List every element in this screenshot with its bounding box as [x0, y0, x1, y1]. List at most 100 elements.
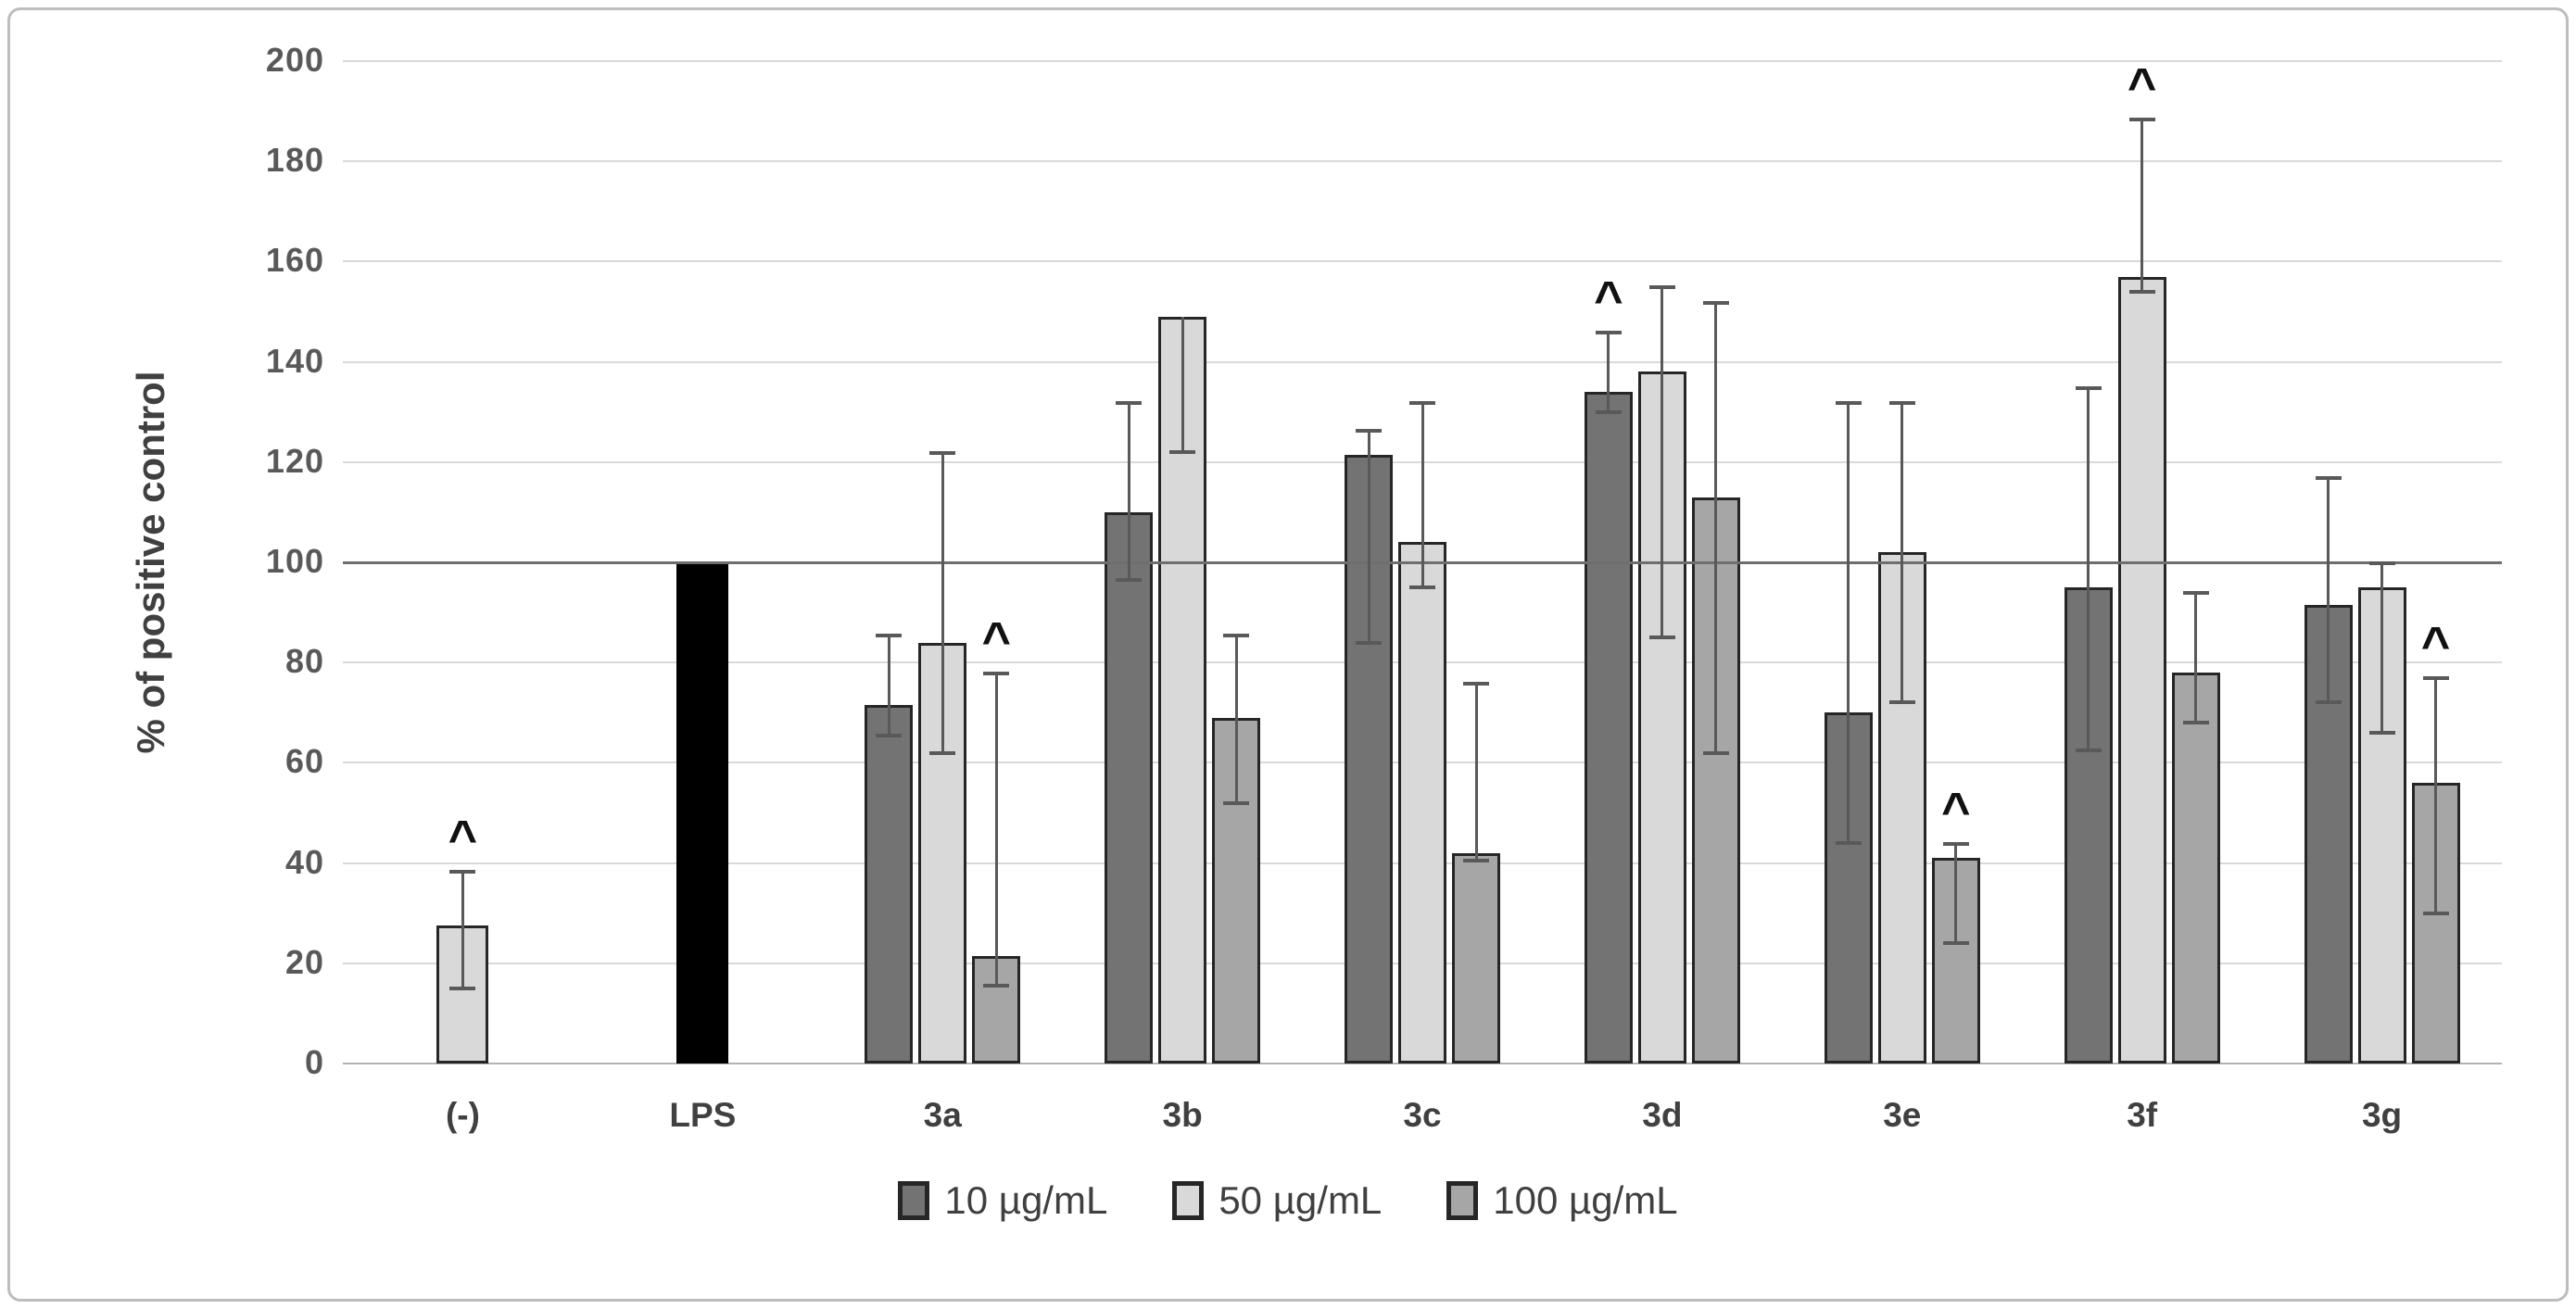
- legend-swatch-icon: [1446, 1181, 1479, 1220]
- bar-3a-10 µg/mL: [865, 705, 914, 1064]
- significance-caret-3a-100 µg/mL: ^: [981, 612, 1011, 669]
- error-bar-3f-10 µg/mL: [2087, 386, 2090, 750]
- legend-swatch-icon: [898, 1181, 930, 1220]
- bar-3f-50 µg/mL: [2117, 276, 2166, 1064]
- error-cap-bottom-(-)-negative-control: [449, 986, 476, 990]
- error-cap-bottom-3f-50 µg/mL: [2128, 289, 2155, 294]
- x-label-(-): (-): [445, 1096, 480, 1134]
- error-cap-top-3a-100 µg/mL: [983, 672, 1010, 676]
- error-cap-top-3d-10 µg/mL: [1595, 331, 1622, 335]
- error-cap-bottom-3c-100 µg/mL: [1463, 858, 1489, 862]
- error-bar-3b-50 µg/mL: [1181, 316, 1184, 452]
- error-cap-top-3g-50 µg/mL: [2368, 561, 2395, 565]
- error-cap-bottom-3d-100 µg/mL: [1702, 750, 1729, 755]
- bar-3c-100 µg/mL: [1452, 852, 1500, 1064]
- bar-3f-100 µg/mL: [2171, 673, 2220, 1064]
- legend-swatch-icon: [1172, 1181, 1205, 1220]
- bar-3d-100 µg/mL: [1691, 497, 1740, 1064]
- y-tick-label-140: 140: [265, 341, 324, 380]
- y-tick-label-80: 80: [284, 642, 324, 681]
- error-bar-3b-100 µg/mL: [1234, 635, 1238, 803]
- error-bar-3f-50 µg/mL: [2140, 119, 2144, 292]
- error-cap-bottom-3b-10 µg/mL: [1116, 577, 1143, 582]
- legend-label: 10 µg/mL: [944, 1178, 1108, 1222]
- y-tick-label-20: 20: [284, 942, 324, 981]
- y-tick-label-160: 160: [265, 241, 324, 280]
- error-cap-top-3d-100 µg/mL: [1702, 300, 1729, 305]
- error-bar-3g-100 µg/mL: [2434, 677, 2438, 913]
- error-bar-3b-10 µg/mL: [1127, 401, 1130, 580]
- gridline-0: [343, 1063, 2502, 1064]
- error-bar-3d-50 µg/mL: [1661, 286, 1664, 638]
- error-bar-3g-50 µg/mL: [2380, 562, 2384, 733]
- error-cap-top-3c-10 µg/mL: [1356, 428, 1382, 433]
- bar-3c-50 µg/mL: [1398, 542, 1446, 1064]
- error-bar-3e-10 µg/mL: [1847, 401, 1850, 843]
- error-bar-3a-100 µg/mL: [994, 673, 998, 987]
- error-cap-bottom-3c-10 µg/mL: [1356, 640, 1382, 645]
- legend-label: 50 µg/mL: [1219, 1178, 1383, 1222]
- error-cap-top-3f-50 µg/mL: [2128, 118, 2155, 122]
- error-cap-top-3e-50 µg/mL: [1888, 400, 1915, 405]
- y-tick-label-100: 100: [265, 542, 324, 580]
- error-cap-bottom-3a-10 µg/mL: [876, 733, 903, 737]
- error-cap-bottom-3g-100 µg/mL: [2422, 911, 2449, 915]
- error-bar-3c-10 µg/mL: [1367, 429, 1370, 643]
- error-cap-bottom-3e-50 µg/mL: [1888, 700, 1915, 705]
- error-cap-bottom-3e-100 µg/mL: [1942, 941, 1969, 946]
- legend: 10 µg/mL 50 µg/mL 100 µg/mL: [0, 1178, 2576, 1223]
- error-cap-top-3g-10 µg/mL: [2315, 476, 2342, 481]
- error-bar-3f-100 µg/mL: [2194, 592, 2198, 724]
- significance-caret-(-)-negative-control: ^: [448, 810, 478, 866]
- error-cap-top-3e-100 µg/mL: [1942, 841, 1969, 846]
- significance-caret-3f-50 µg/mL: ^: [2127, 58, 2157, 115]
- y-tick-label-60: 60: [284, 742, 324, 781]
- error-cap-top-3f-100 µg/mL: [2182, 591, 2209, 596]
- error-bar-3g-10 µg/mL: [2327, 477, 2330, 703]
- error-cap-bottom-3g-50 µg/mL: [2368, 730, 2395, 735]
- error-bar-3c-100 µg/mL: [1474, 682, 1478, 861]
- significance-caret-3d-10 µg/mL: ^: [1594, 271, 1623, 328]
- x-label-3b: 3b: [1162, 1096, 1203, 1134]
- y-tick-label-200: 200: [265, 41, 324, 79]
- gridline-180: [343, 160, 2502, 163]
- bar-LPS-LPS: [676, 562, 729, 1064]
- error-cap-top-3f-10 µg/mL: [2075, 385, 2102, 390]
- error-bar-3d-10 µg/mL: [1607, 332, 1610, 412]
- x-label-3d: 3d: [1642, 1096, 1683, 1134]
- legend-item-10 µg/mL: 10 µg/mL: [898, 1178, 1107, 1223]
- bar-3b-100 µg/mL: [1212, 717, 1261, 1064]
- error-cap-top-3a-50 µg/mL: [929, 450, 956, 455]
- error-cap-bottom-3d-50 µg/mL: [1648, 636, 1675, 640]
- error-cap-bottom-3a-100 µg/mL: [983, 984, 1010, 988]
- error-cap-bottom-3f-10 µg/mL: [2075, 748, 2102, 752]
- x-label-3c: 3c: [1403, 1096, 1442, 1134]
- error-cap-top-3c-100 µg/mL: [1463, 681, 1489, 686]
- bar-3d-10 µg/mL: [1584, 392, 1633, 1064]
- x-label-3e: 3e: [1883, 1096, 1922, 1134]
- error-cap-bottom-3d-10 µg/mL: [1595, 409, 1622, 414]
- legend-label: 100 µg/mL: [1493, 1178, 1678, 1222]
- gridline-140: [343, 360, 2502, 363]
- y-axis-title: % of positive control: [129, 371, 172, 754]
- error-bar-3e-50 µg/mL: [1900, 401, 1904, 703]
- y-tick-label-120: 120: [265, 441, 324, 480]
- error-cap-bottom-3b-100 µg/mL: [1223, 800, 1250, 805]
- y-tick-label-180: 180: [265, 141, 324, 180]
- gridline-200: [343, 60, 2502, 62]
- error-cap-bottom-3g-10 µg/mL: [2315, 700, 2342, 705]
- error-bar-3e-100 µg/mL: [1954, 842, 1958, 944]
- error-cap-top-3b-100 µg/mL: [1223, 634, 1250, 638]
- y-tick-label-0: 0: [304, 1043, 324, 1081]
- gridline-160: [343, 260, 2502, 263]
- error-cap-top-3a-10 µg/mL: [876, 634, 903, 638]
- error-cap-top-3b-10 µg/mL: [1116, 400, 1143, 405]
- legend-item-100 µg/mL: 100 µg/mL: [1446, 1178, 1678, 1223]
- error-cap-bottom-3f-100 µg/mL: [2182, 721, 2209, 725]
- significance-caret-3e-100 µg/mL: ^: [1940, 782, 1971, 838]
- error-cap-top-3d-50 µg/mL: [1648, 285, 1675, 290]
- significance-caret-3g-100 µg/mL: ^: [2420, 617, 2451, 673]
- x-label-3a: 3a: [923, 1096, 962, 1134]
